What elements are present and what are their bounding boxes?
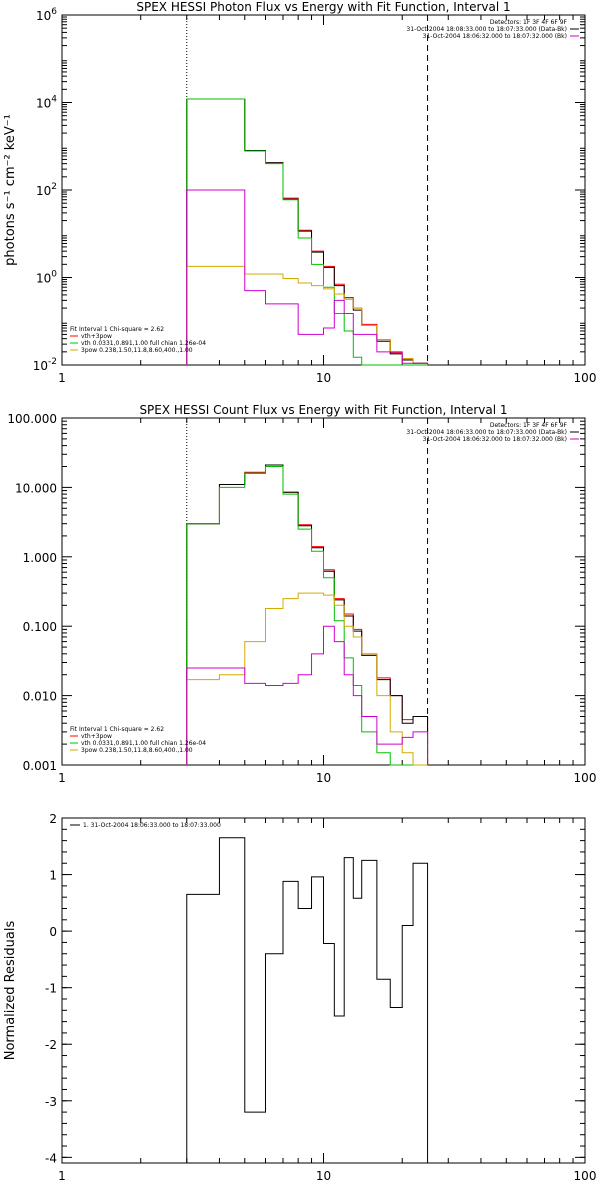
panel1-x-tick-label: 1 <box>58 371 66 385</box>
panel1-series-3-step-line <box>186 98 428 366</box>
panel2-series-5-step-line <box>186 625 429 765</box>
panel2-y-tick-label: 0.001 <box>23 759 57 773</box>
panel3-x-tick-label: 10 <box>316 1169 331 1183</box>
panel3-y-tick-label: -2 <box>45 1038 57 1052</box>
panel2-series-2-step-line <box>186 464 429 765</box>
panel1-x-tick-label: 100 <box>574 371 597 385</box>
panel3-y-tick-label: 2 <box>49 812 57 826</box>
panel2-title: SPEX HESSI Count Flux vs Energy with Fit… <box>139 403 507 417</box>
panel1-y-tick-label: 100 <box>36 270 57 286</box>
panel1-series-2-step-line <box>186 98 429 365</box>
panel1-legend-top-text: 31-Oct-2004 18:08:33.000 to 18:07:33.000… <box>406 26 567 33</box>
panel2-x-tick-label: 10 <box>316 771 331 785</box>
panel3-y-tick-label: 1 <box>49 869 57 883</box>
panel1-y-axis-label: photons s⁻¹ cm⁻² keV⁻¹ <box>3 114 18 266</box>
panel1-series-4-step-line <box>186 265 429 365</box>
panel2-x-tick-label: 1 <box>58 771 66 785</box>
panel3-x-tick-label: 100 <box>574 1169 597 1183</box>
panel2-legend-top-text: 31-Oct-2004 18:06:33.000 to 18:07:33.000… <box>406 429 567 436</box>
panel3-y-tick-label: -3 <box>45 1095 57 1109</box>
panel1-legend-bottom-text: 3pow 0.238,1.50,11.8,8.60,400.,1.00 <box>81 347 193 354</box>
panel2-y-tick-label: 1.000 <box>23 551 57 565</box>
panel1-legend-bottom-text: Fit Interval 1 Chi-square = 2.62 <box>70 326 164 333</box>
panel3-y-tick-label: 0 <box>49 925 57 939</box>
panel1-plot-frame <box>61 14 586 366</box>
panel2-legend-bottom-text: 3pow 0.238,1.50,11.8,8.60,400.,1.00 <box>81 747 193 754</box>
panel2-legend-top-text: Detectors: 1F 3F 4F 6F 9F <box>490 422 568 429</box>
panel1-legend-bottom-text: vth 0.0331,0.891,1.00 full chian 1.26e-0… <box>81 340 206 347</box>
panel1-series-5-step-line <box>186 189 429 365</box>
panel2-series-4-step-line <box>186 592 428 766</box>
panel2-legend-bottom-text: vth 0.0331,0.891,1.00 full chian 1.26e-0… <box>81 740 206 747</box>
panel2-plot-frame <box>61 417 586 766</box>
panel1-series-1-step-line <box>186 98 429 365</box>
panel3-y-axis-label: Normalized Residuals <box>3 921 18 1061</box>
panel1-y-tick-label: 10-2 <box>33 357 57 373</box>
panel3-plot-frame <box>61 817 586 1164</box>
panel3-y-tick-label: -1 <box>45 982 57 996</box>
panel3-x-tick-label: 1 <box>58 1169 66 1183</box>
panel1-legend-top-text: Detectors: 1F 3F 4F 6F 9F <box>490 19 568 26</box>
panel2-y-tick-label: 100.000 <box>7 412 57 426</box>
panel2-legend-bottom-text: Fit Interval 1 Chi-square = 2.62 <box>70 726 164 733</box>
panel3-y-tick-label: -4 <box>45 1151 57 1165</box>
panel1-x-tick-label: 10 <box>316 371 331 385</box>
panel2-y-tick-label: 10.000 <box>15 481 57 495</box>
panel3-series-1-step-line <box>186 837 429 1163</box>
panel2-legend-top-text: 31-Oct-2004 18:06:32.000 to 18:07:32.000… <box>423 436 567 443</box>
panel1-legend-bottom-text: vth+3pow <box>81 333 112 340</box>
panel1-y-tick-label: 102 <box>36 182 57 198</box>
panel1-y-tick-label: 104 <box>36 95 57 111</box>
panel2-series-3-step-line <box>186 466 428 766</box>
panel2-legend-bottom-text: vth+3pow <box>81 733 112 740</box>
panel2-y-tick-label: 0.100 <box>23 620 57 634</box>
panel1-legend-top-text: 31-Oct-2004 18:06:32.000 to 18:07:32.000… <box>423 33 567 40</box>
panel1-y-tick-label: 106 <box>36 7 57 23</box>
panel3-legend-top-text: 1. 31-Oct-2004 18:06:33.000 to 18:07:33.… <box>83 822 221 829</box>
panel2-y-tick-label: 0.010 <box>23 690 57 704</box>
panel2-series-1-step-line <box>186 464 429 765</box>
panel2-x-tick-label: 100 <box>574 771 597 785</box>
panel1-title: SPEX HESSI Photon Flux vs Energy with Fi… <box>136 0 510 14</box>
